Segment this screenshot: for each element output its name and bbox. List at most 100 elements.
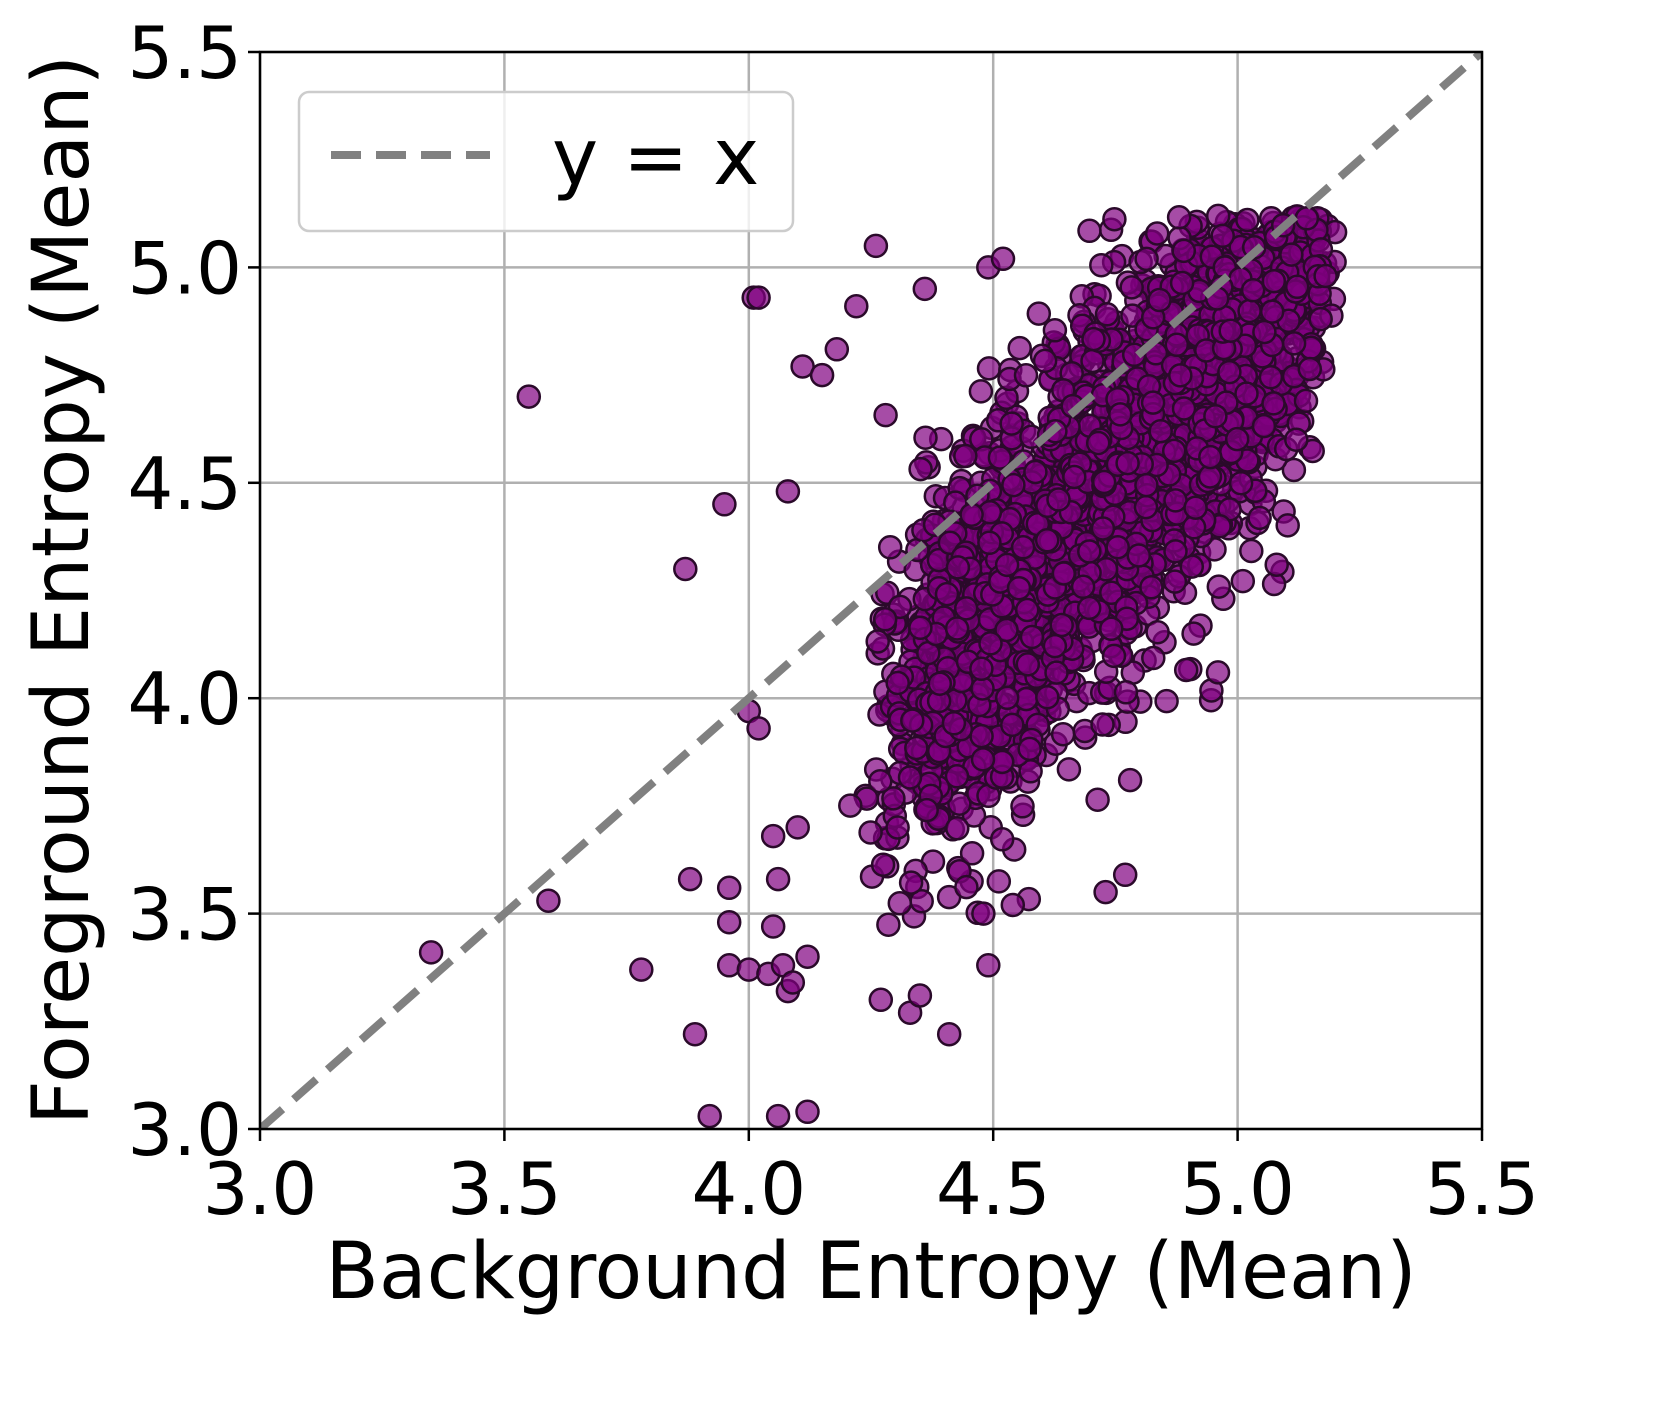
data-point bbox=[941, 711, 967, 736]
data-point bbox=[1034, 528, 1060, 553]
data-point bbox=[844, 293, 869, 319]
data-point bbox=[1237, 298, 1262, 324]
data-point bbox=[944, 764, 970, 789]
data-point bbox=[1144, 221, 1170, 246]
x-tick-label: 5.0 bbox=[1180, 1147, 1295, 1231]
data-point bbox=[1049, 612, 1074, 638]
data-point bbox=[1224, 426, 1250, 452]
data-point bbox=[716, 875, 742, 901]
data-point bbox=[908, 456, 933, 482]
data-point bbox=[1205, 660, 1231, 685]
data-point bbox=[795, 1099, 820, 1125]
data-point bbox=[987, 445, 1013, 470]
data-point bbox=[1102, 206, 1127, 232]
data-point bbox=[986, 869, 1012, 894]
data-point bbox=[716, 953, 742, 978]
data-point bbox=[1141, 645, 1166, 671]
data-point bbox=[765, 1103, 791, 1129]
data-point bbox=[1050, 721, 1076, 747]
data-point bbox=[1015, 652, 1041, 677]
data-point bbox=[1169, 270, 1195, 296]
data-point bbox=[1113, 680, 1139, 705]
x-tick-label: 5.5 bbox=[1425, 1147, 1540, 1231]
data-point bbox=[775, 479, 801, 504]
data-point bbox=[1023, 459, 1048, 485]
data-point bbox=[1230, 568, 1256, 594]
data-point bbox=[908, 615, 933, 641]
data-point bbox=[1035, 684, 1060, 710]
data-point bbox=[897, 765, 923, 790]
data-point bbox=[1090, 712, 1115, 737]
data-point bbox=[1001, 472, 1026, 498]
data-point bbox=[1085, 787, 1110, 812]
x-tick-label: 4.0 bbox=[692, 1147, 807, 1231]
data-point bbox=[898, 870, 924, 895]
data-point bbox=[1279, 242, 1304, 267]
data-point bbox=[516, 384, 542, 409]
data-point bbox=[629, 957, 654, 982]
data-point bbox=[971, 901, 996, 926]
data-point bbox=[1044, 660, 1069, 685]
data-point bbox=[994, 685, 1020, 711]
data-point bbox=[1119, 275, 1144, 300]
data-point bbox=[934, 581, 960, 607]
data-point bbox=[1051, 561, 1076, 586]
data-point bbox=[1089, 252, 1114, 278]
data-point bbox=[1042, 318, 1068, 343]
data-point bbox=[945, 555, 971, 580]
data-point bbox=[936, 1021, 962, 1047]
data-point bbox=[1014, 597, 1040, 623]
data-point bbox=[1046, 487, 1071, 512]
data-point bbox=[1112, 862, 1138, 888]
data-point bbox=[1181, 621, 1206, 646]
data-point bbox=[969, 723, 994, 749]
y-tick-label: 4.5 bbox=[127, 442, 242, 526]
data-point bbox=[1217, 359, 1242, 385]
data-point bbox=[900, 708, 925, 733]
data-point bbox=[976, 356, 1002, 381]
x-tick-label: 3.5 bbox=[447, 1147, 562, 1231]
data-point bbox=[885, 670, 910, 696]
data-point bbox=[1085, 430, 1111, 456]
y-tick-label: 4.0 bbox=[127, 657, 242, 741]
data-point bbox=[697, 1103, 722, 1129]
data-point bbox=[1134, 472, 1159, 498]
legend-entry-label: y = x bbox=[552, 113, 759, 203]
data-point bbox=[978, 631, 1003, 656]
data-point bbox=[1000, 712, 1025, 738]
data-point bbox=[824, 337, 850, 362]
data-point bbox=[913, 425, 938, 450]
data-point bbox=[1006, 575, 1032, 601]
data-point bbox=[968, 379, 994, 404]
data-point bbox=[1019, 624, 1045, 650]
data-point bbox=[746, 285, 771, 310]
data-point bbox=[1042, 633, 1068, 659]
data-point bbox=[1164, 332, 1190, 358]
data-point bbox=[1240, 278, 1266, 303]
data-point bbox=[914, 797, 939, 823]
data-point bbox=[976, 953, 1001, 978]
data-point bbox=[760, 914, 786, 939]
data-point bbox=[1300, 438, 1325, 464]
legend: y = x bbox=[297, 90, 795, 233]
y-tick-label: 5.5 bbox=[127, 11, 242, 95]
legend-box bbox=[297, 90, 795, 233]
data-point bbox=[953, 443, 978, 469]
data-point bbox=[885, 815, 910, 840]
data-point bbox=[1261, 268, 1287, 294]
data-point bbox=[954, 874, 979, 900]
plot-frame bbox=[258, 50, 1484, 1131]
data-point bbox=[765, 866, 791, 892]
data-point bbox=[1313, 263, 1338, 289]
data-point bbox=[1261, 391, 1286, 416]
data-point bbox=[863, 233, 889, 259]
data-point bbox=[1000, 892, 1026, 918]
data-point bbox=[999, 411, 1024, 436]
data-point bbox=[887, 891, 913, 916]
data-point bbox=[865, 629, 890, 654]
data-point bbox=[994, 617, 1019, 643]
data-point bbox=[1293, 388, 1319, 414]
data-point bbox=[1297, 356, 1323, 382]
data-points bbox=[418, 203, 1348, 1129]
data-point bbox=[1281, 457, 1307, 483]
